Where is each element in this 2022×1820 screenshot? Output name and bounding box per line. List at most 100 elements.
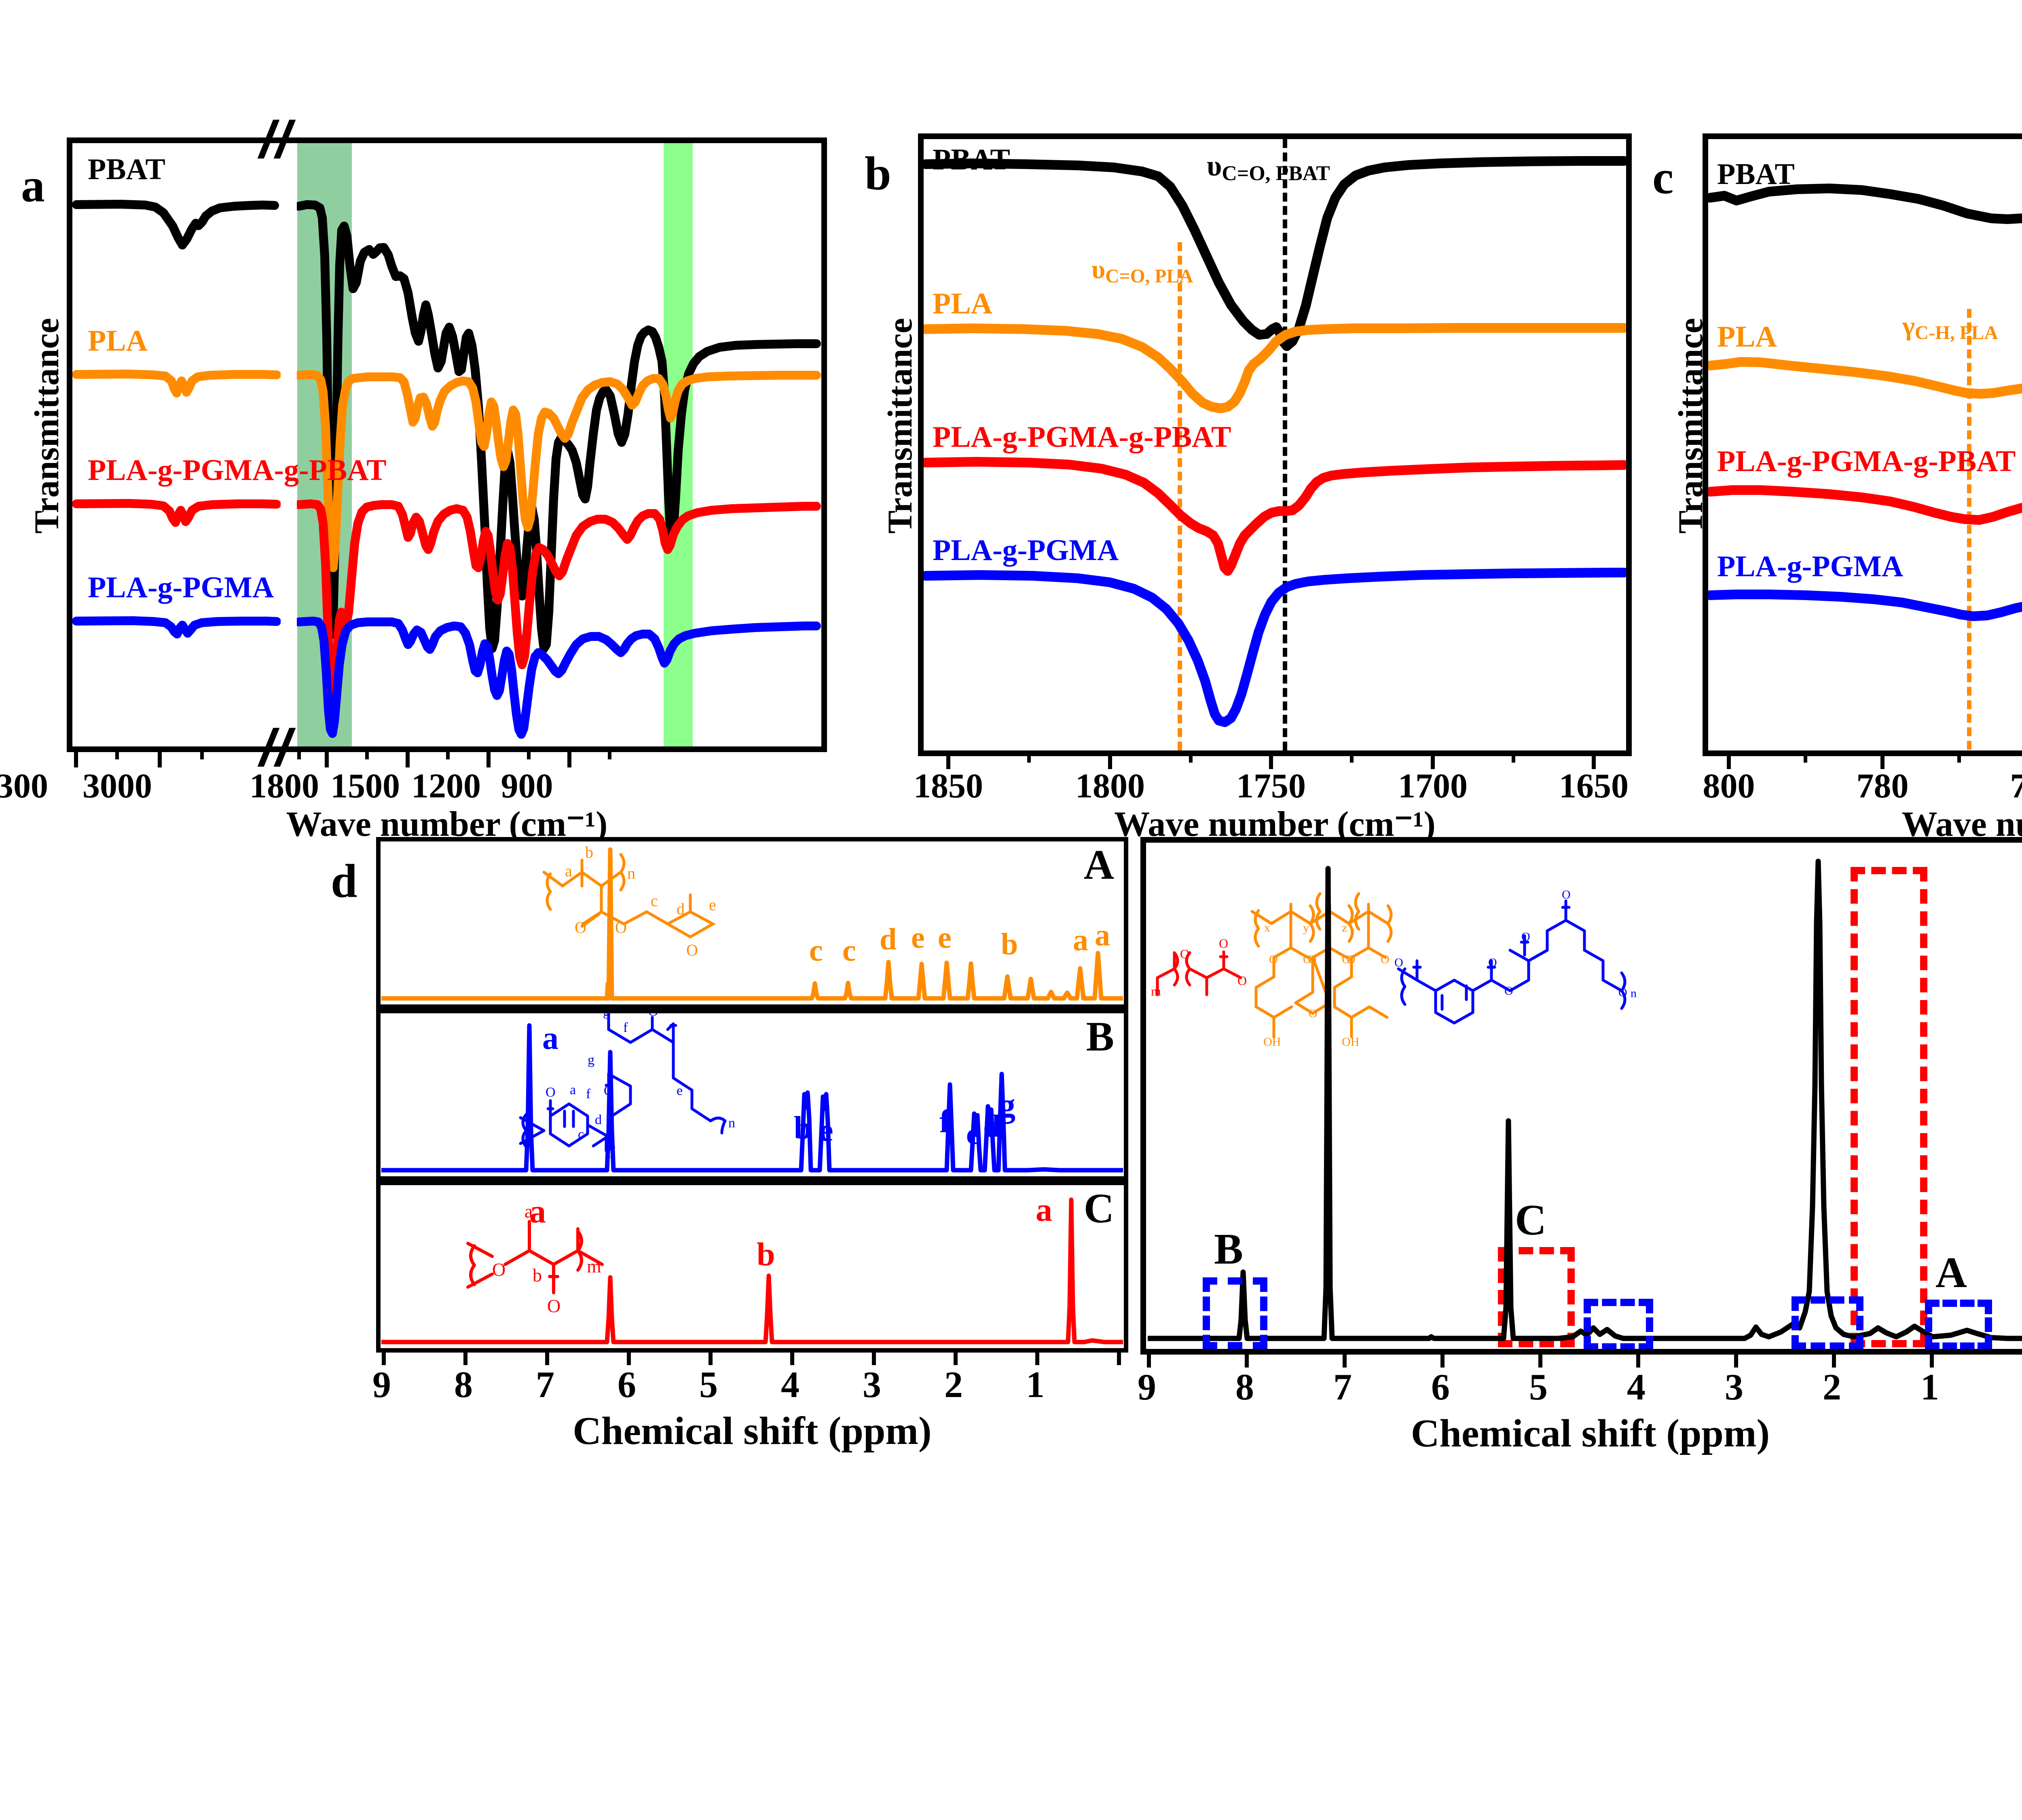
- panel-b-plot: PBAT PLA PLA-g-PGMA-g-PBAT PLA-g-PGMA υC…: [918, 133, 1632, 756]
- panel-c-label-pla-g-pgma-g-pbat: PLA-g-PGMA-g-PBAT: [1717, 445, 2016, 478]
- svg-text:O: O: [1303, 953, 1312, 966]
- svg-text:f: f: [586, 1087, 591, 1101]
- highlight-region-a: [1925, 1300, 1992, 1349]
- panel-a: a Transmittance: [0, 0, 841, 842]
- highlight-region-c: [1498, 1247, 1575, 1347]
- panel-e-spectrum: [1148, 858, 2022, 1341]
- dashed-line-pbat-carbonyl: [1283, 139, 1287, 750]
- highlight-region-b: [1203, 1277, 1267, 1349]
- svg-text:g: g: [588, 1053, 594, 1067]
- subpanel-b-peak-label-d: d: [983, 1108, 1001, 1144]
- panel-c-plot: PBAT PLA PLA-g-PGMA-g-PBAT PLA-g-PGMA γC…: [1703, 133, 2022, 756]
- panel-e-xtick-4: 4: [1627, 1366, 1646, 1408]
- svg-text:e: e: [677, 1083, 683, 1098]
- panel-a-label: a: [21, 159, 45, 212]
- panel-e-xtick-3: 3: [1725, 1366, 1743, 1408]
- panel-b-xticks: [918, 754, 1632, 770]
- panel-d-xtick-8: 8: [454, 1364, 473, 1405]
- subpanel-a-peak-label-a2: a: [1095, 918, 1110, 952]
- svg-text:f: f: [623, 1020, 628, 1035]
- panel-c-label-pbat: PBAT: [1717, 158, 1795, 191]
- panel-d-xtick-5: 5: [699, 1364, 718, 1405]
- subpanel-b-peak-label-b: b: [794, 1110, 812, 1146]
- highlight-region-a-red: [1851, 867, 1927, 1347]
- subpanel-c-peak-label-a1: a: [529, 1193, 546, 1230]
- panel-c-label: c: [1652, 151, 1674, 204]
- svg-text:O: O: [575, 918, 586, 936]
- svg-text:g: g: [603, 1009, 610, 1019]
- subpanel-a-peak-label-c2: c: [842, 934, 856, 968]
- panel-d-xlabel: Chemical shift (ppm): [573, 1409, 932, 1453]
- panel-c-xtick-780: 780: [1856, 766, 1909, 805]
- svg-text:b: b: [585, 843, 593, 861]
- panel-b-ylabel: Transmittance: [880, 318, 919, 534]
- panel-c-xtick-760: 760: [2010, 766, 2022, 805]
- region-label-a: A: [1935, 1249, 1967, 1297]
- panel-a-ylabel: Transmittance: [27, 318, 66, 534]
- panel-d-xtick-9: 9: [372, 1364, 391, 1405]
- panel-e-xtick-5: 5: [1529, 1366, 1548, 1408]
- dashed-line-pla-carbonyl: [1178, 242, 1182, 750]
- panel-b-label: b: [865, 147, 891, 200]
- subpanel-a-peak-label-e2: e: [938, 921, 952, 955]
- subpanel-a-id: A: [1083, 841, 1114, 888]
- region-label-c: C: [1515, 1196, 1546, 1244]
- panel-b-xlabel: Wave number (cm⁻¹): [1114, 805, 1436, 844]
- subpanel-b-peak-label-e: e: [819, 1113, 833, 1148]
- annotation-nu-co-pbat: υC=O, PBAT: [1207, 151, 1330, 184]
- panel-a-label-pla-g-pgma-g-pbat: PLA-g-PGMA-g-PBAT: [88, 454, 387, 487]
- svg-text:O: O: [1618, 986, 1627, 999]
- subpanel-b-id: B: [1086, 1013, 1114, 1060]
- svg-text:O: O: [615, 918, 627, 936]
- annotation-nu-co-pla-sub: C=O, PLA: [1105, 266, 1193, 287]
- svg-text:O: O: [1308, 953, 1317, 966]
- panel-a-xtick-900: 900: [501, 766, 553, 805]
- subpanel-a-peak-label-d: d: [880, 922, 897, 956]
- panel-e-xtick-9: 9: [1138, 1366, 1156, 1408]
- subpanel-b-peak-label-g: g: [998, 1087, 1015, 1124]
- panel-a-plot: PBAT PLA PLA-g-PGMA-g-PBAT PLA-g-PGMA: [67, 137, 827, 752]
- svg-text:b: b: [533, 1265, 542, 1285]
- svg-text:O: O: [648, 1009, 658, 1019]
- svg-text:a: a: [525, 1201, 533, 1222]
- panel-b-label-pla-g-pgma: PLA-g-PGMA: [933, 534, 1119, 567]
- svg-text:O: O: [1381, 953, 1390, 966]
- annotation-nu-co-pla: υC=O, PLA: [1091, 256, 1193, 286]
- svg-text:O: O: [1347, 953, 1356, 966]
- svg-text:n: n: [627, 864, 635, 882]
- region-label-b: B: [1214, 1225, 1244, 1273]
- svg-text:y: y: [1303, 921, 1309, 934]
- annotation-gamma-ch-pla-symbol: γ: [1902, 311, 1915, 341]
- panel-c-xlabel: Wave number (cm⁻¹): [1901, 805, 2022, 844]
- svg-text:d: d: [677, 900, 685, 918]
- panel-b-xtick-1650: 1650: [1559, 766, 1629, 805]
- svg-text:O: O: [1342, 953, 1351, 966]
- svg-text:a: a: [565, 862, 572, 880]
- panel-d-xtick-2: 2: [944, 1364, 963, 1405]
- svg-text:x: x: [1264, 921, 1270, 934]
- structure-pla: aO bO m: [466, 1201, 604, 1316]
- panel-e-xtick-1: 1: [1920, 1366, 1939, 1408]
- svg-text:O: O: [1237, 973, 1247, 988]
- subpanel-a-peak-label-a1: a: [1073, 923, 1088, 957]
- panel-d-xticks: [376, 1351, 1128, 1366]
- highlight-region-methylene: [1791, 1296, 1863, 1349]
- svg-text:O: O: [1269, 953, 1278, 966]
- svg-text:e: e: [709, 896, 716, 914]
- panel-b-xtick-1700: 1700: [1398, 766, 1468, 805]
- panel-e-xtick-8: 8: [1235, 1366, 1254, 1408]
- subpanel-c-id: C: [1083, 1185, 1114, 1232]
- annotation-gamma-ch-pla-sub: C-H, PLA: [1914, 322, 1998, 344]
- panel-d-xtick-6: 6: [618, 1364, 636, 1405]
- subpanel-c-peak-label-a2: a: [1036, 1191, 1052, 1228]
- svg-text:m: m: [587, 1256, 601, 1277]
- panel-a-xlabel: Wave number (cm⁻¹): [286, 805, 608, 844]
- svg-text:d: d: [595, 1112, 602, 1127]
- panel-a-xtick-3300: 3300: [0, 766, 48, 805]
- dashed-line-pla-ch: [1967, 309, 1971, 750]
